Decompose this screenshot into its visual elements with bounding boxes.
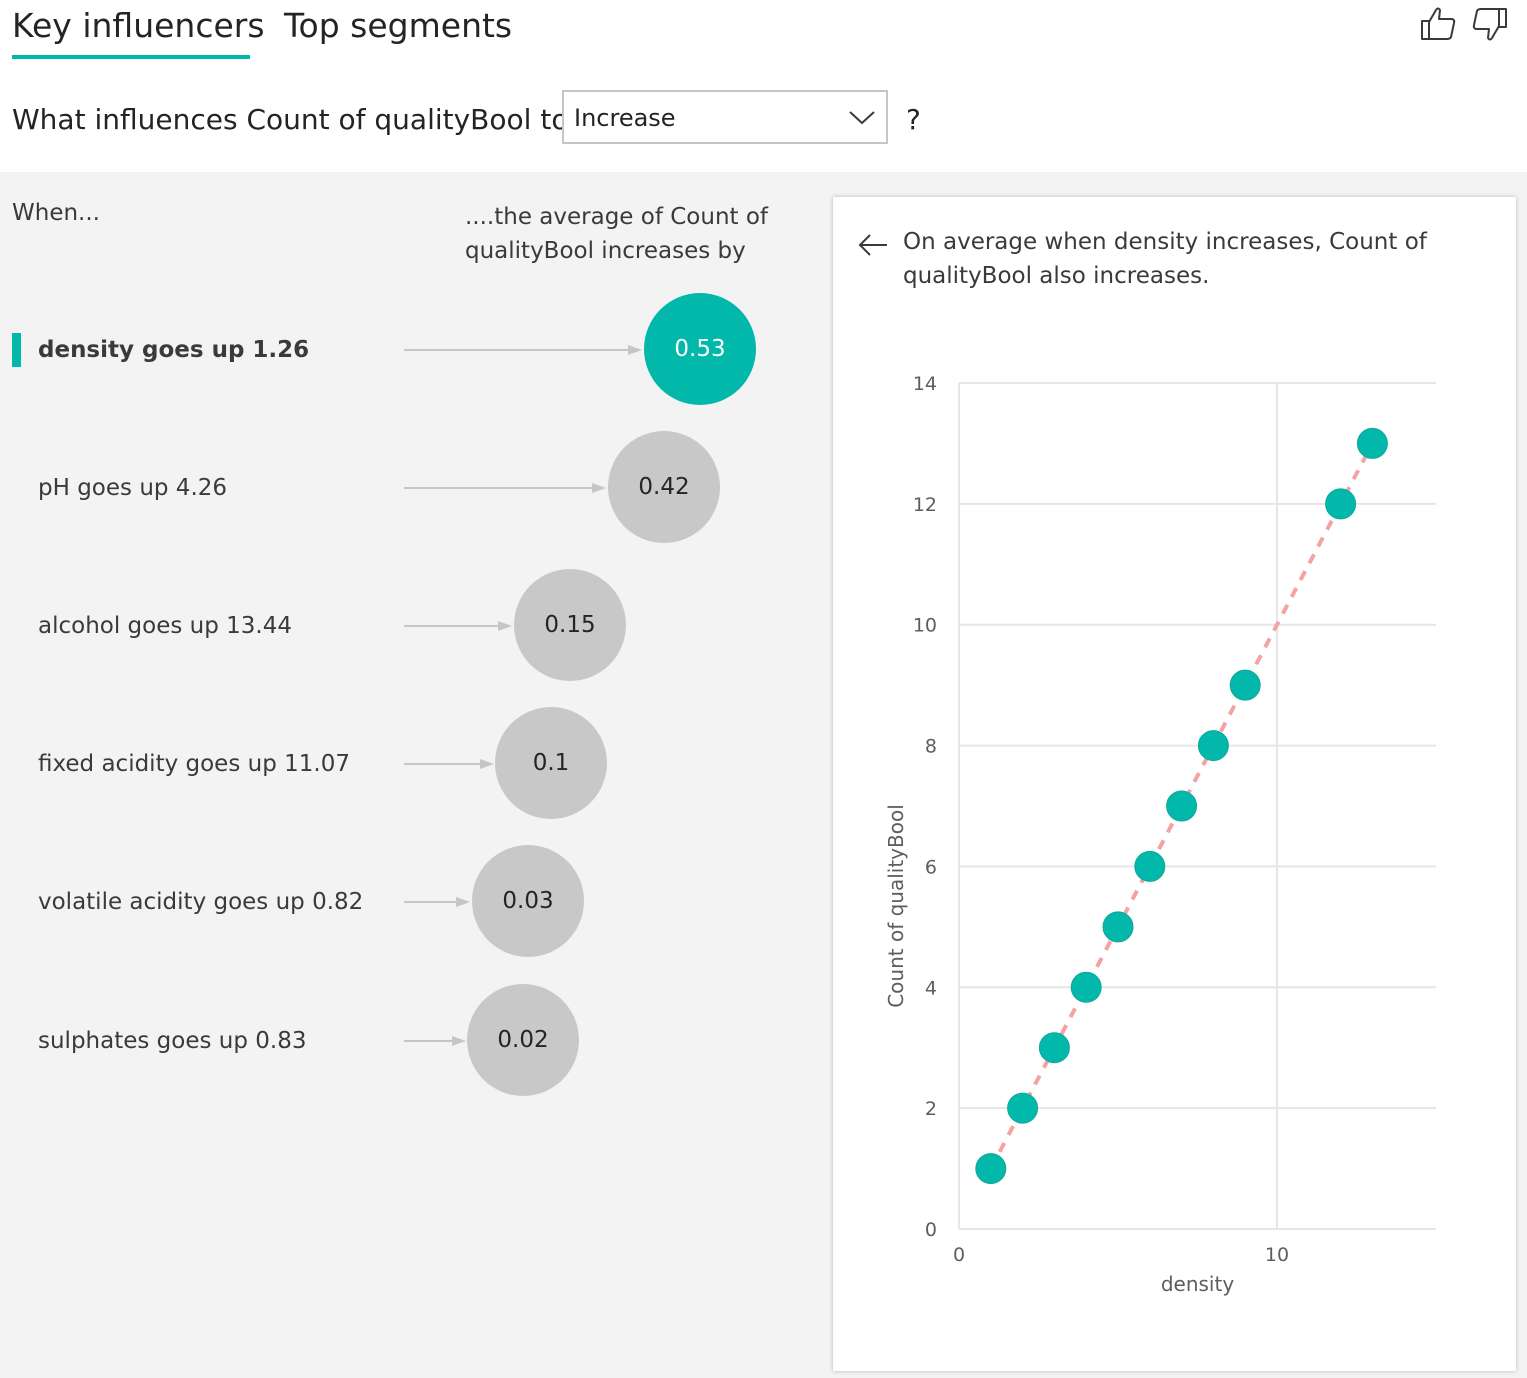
influence-question: What influences Count of qualityBool to: [12, 103, 569, 136]
influencer-row-volatile-acidity[interactable]: volatile acidity goes up 0.82 0.03: [0, 842, 820, 962]
arrow-icon: [404, 621, 512, 631]
scatter-point: [1229, 669, 1261, 701]
y-tick-label: 6: [925, 856, 937, 878]
x-tick-label: 0: [953, 1244, 965, 1266]
detail-card: On average when density increases, Count…: [833, 197, 1516, 1371]
influencer-label: density goes up 1.26: [38, 337, 310, 363]
y-tick-label: 12: [913, 494, 937, 516]
influence-bubble: 0.53: [644, 293, 756, 405]
increase-decrease-dropdown[interactable]: Increase: [562, 90, 888, 144]
y-tick-label: 14: [913, 373, 937, 395]
influencer-row-density[interactable]: density goes up 1.26 0.53: [0, 290, 820, 410]
influencer-label: alcohol goes up 13.44: [38, 613, 292, 639]
influence-bubble: 0.1: [495, 707, 607, 819]
y-tick-label: 10: [913, 615, 937, 637]
y-tick-label: 4: [925, 977, 937, 999]
y-tick-label: 2: [925, 1098, 937, 1120]
chevron-down-icon: [849, 111, 875, 125]
influencer-row-sulphates[interactable]: sulphates goes up 0.83 0.02: [0, 981, 820, 1101]
influencer-label: fixed acidity goes up 11.07: [38, 751, 350, 777]
influence-bubble: 0.03: [472, 845, 584, 957]
arrow-icon: [404, 1036, 466, 1046]
active-tab-indicator: [12, 55, 250, 59]
influence-bubble: 0.42: [608, 431, 720, 543]
y-axis-title: Count of qualityBool: [884, 804, 908, 1008]
influencer-row-fixed-acidity[interactable]: fixed acidity goes up 11.07 0.1: [0, 704, 820, 824]
scatter-point: [1102, 911, 1134, 943]
selected-indicator: [12, 333, 21, 367]
influencer-label: sulphates goes up 0.83: [38, 1028, 307, 1054]
scatter-point: [1134, 850, 1166, 882]
column-header-when: When...: [12, 200, 100, 226]
tab-key-influencers[interactable]: Key influencers: [12, 6, 265, 45]
scatter-point: [1197, 730, 1229, 762]
influence-bubble: 0.15: [514, 569, 626, 681]
thumbs-up-icon[interactable]: [1418, 4, 1458, 44]
column-header-average: ....the average of Count of qualityBool …: [465, 204, 769, 264]
influencer-row-ph[interactable]: pH goes up 4.26 0.42: [0, 428, 820, 548]
y-tick-label: 0: [925, 1219, 937, 1241]
x-axis-title: density: [1161, 1272, 1234, 1296]
y-tick-label: 8: [925, 736, 937, 758]
influencer-label: volatile acidity goes up 0.82: [38, 889, 364, 915]
influencer-label: pH goes up 4.26: [38, 475, 228, 501]
scatter-point: [1007, 1092, 1039, 1124]
influencer-row-alcohol[interactable]: alcohol goes up 13.44 0.15: [0, 566, 820, 686]
influence-bubble: 0.02: [467, 984, 579, 1096]
arrow-icon: [404, 345, 642, 355]
scatter-point: [1356, 427, 1388, 459]
detail-description: On average when density increases, Count…: [903, 229, 1427, 289]
scatter-point: [1166, 790, 1198, 822]
back-arrow-icon[interactable]: [857, 233, 889, 257]
scatter-point: [1038, 1032, 1070, 1064]
arrow-icon: [404, 483, 606, 493]
tab-top-segments[interactable]: Top segments: [284, 6, 513, 45]
arrow-icon: [404, 759, 494, 769]
x-tick-label: 10: [1265, 1244, 1289, 1266]
arrow-icon: [404, 897, 470, 907]
scatter-chart: 0 2 4 6 8 10 12 14 0 10 density Count of qualityBoo…: [884, 373, 1436, 1296]
question-mark: ?: [906, 103, 921, 136]
scatter-point: [975, 1153, 1007, 1185]
dropdown-selected-value: Increase: [574, 104, 676, 132]
scatter-point: [1325, 488, 1357, 520]
thumbs-down-icon[interactable]: [1470, 4, 1510, 44]
scatter-point: [1070, 971, 1102, 1003]
